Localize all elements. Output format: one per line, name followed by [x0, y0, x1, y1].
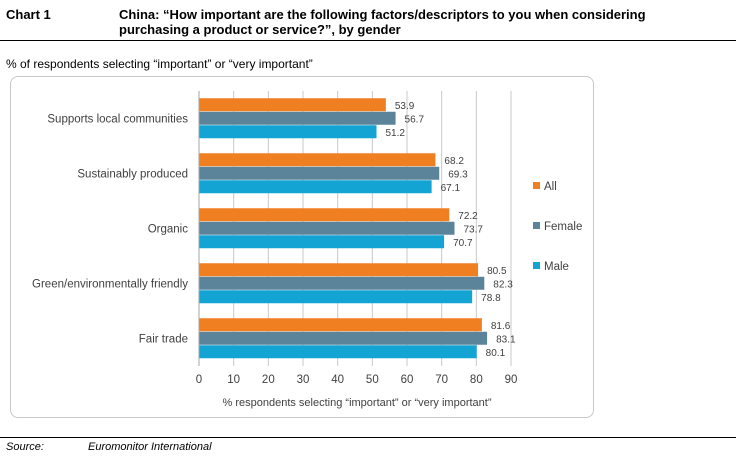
bar-female	[199, 331, 488, 345]
bar-value-label: 68.2	[444, 156, 464, 167]
x-tick-label: 60	[401, 374, 414, 386]
category-label: Fair trade	[139, 334, 188, 346]
bar-value-label: 73.7	[463, 225, 483, 236]
bar-value-label: 56.7	[405, 115, 425, 126]
bar-all	[199, 98, 386, 112]
legend-label-male: Male	[544, 261, 569, 273]
category-label: Green/environmentally friendly	[32, 279, 188, 291]
bar-value-label: 80.1	[486, 348, 506, 359]
bar-male	[199, 290, 473, 304]
x-tick-label: 0	[196, 374, 202, 386]
chart-number-label: Chart 1	[6, 7, 51, 22]
legend-swatch-female	[533, 222, 540, 229]
x-tick-label: 20	[262, 374, 275, 386]
chart-subtitle: % of respondents selecting “important” o…	[6, 57, 313, 71]
bar-all	[199, 263, 479, 277]
bar-male	[199, 180, 432, 194]
bar-value-label: 51.2	[385, 128, 405, 139]
bar-value-label: 83.1	[496, 335, 516, 346]
bar-value-label: 67.1	[441, 183, 461, 194]
x-tick-label: 50	[366, 374, 379, 386]
bar-male	[199, 345, 477, 359]
bar-male	[199, 125, 377, 139]
bar-value-label: 70.7	[453, 238, 473, 249]
source-value: Euromonitor International	[88, 441, 212, 453]
bar-female	[199, 221, 455, 235]
bar-value-label: 81.6	[491, 321, 511, 332]
x-tick-label: 80	[470, 374, 483, 386]
bar-female	[199, 276, 485, 290]
x-tick-label: 40	[331, 374, 344, 386]
legend-swatch-all	[533, 182, 540, 189]
bar-value-label: 82.3	[493, 280, 513, 291]
footer-divider	[0, 437, 736, 438]
legend-swatch-male	[533, 262, 540, 269]
bar-value-label: 53.9	[395, 101, 415, 112]
category-label: Sustainably produced	[77, 169, 188, 181]
x-axis-title: % respondents selecting “important” or “…	[223, 397, 492, 409]
category-label: Organic	[148, 224, 189, 236]
chart-title: China: “How important are the following …	[119, 7, 646, 37]
header-divider	[0, 40, 736, 41]
bar-female	[199, 166, 440, 180]
category-label: Supports local communities	[47, 114, 188, 126]
x-tick-label: 90	[505, 374, 518, 386]
x-tick-label: 10	[227, 374, 240, 386]
x-tick-label: 70	[435, 374, 448, 386]
bar-value-label: 69.3	[448, 170, 468, 181]
legend-label-female: Female	[544, 221, 582, 233]
bar-male	[199, 235, 445, 249]
bar-female	[199, 111, 396, 125]
source-label: Source:	[6, 441, 44, 453]
bar-value-label: 80.5	[487, 266, 507, 277]
x-tick-label: 30	[297, 374, 310, 386]
report-header: Chart 1 China: “How important are the fo…	[0, 0, 736, 42]
bar-value-label: 72.2	[458, 211, 478, 222]
bar-all	[199, 318, 482, 332]
bar-value-label: 78.8	[481, 293, 501, 304]
bar-all	[199, 153, 436, 167]
legend-label-all: All	[544, 181, 557, 193]
bar-all	[199, 208, 450, 222]
